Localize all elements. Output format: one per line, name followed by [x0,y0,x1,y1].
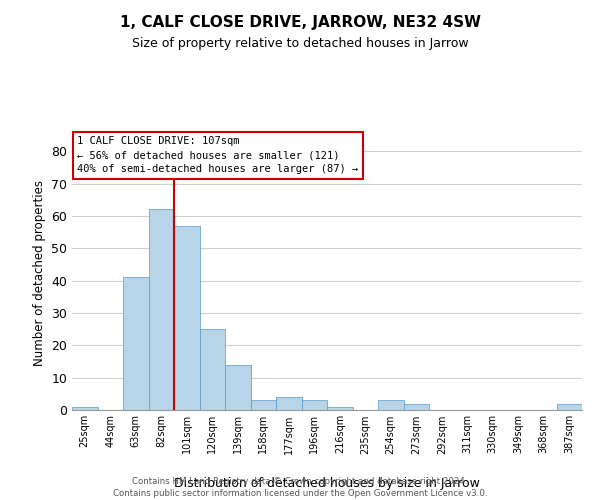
Bar [404,404,429,410]
Bar [276,397,302,410]
Text: 1 CALF CLOSE DRIVE: 107sqm
← 56% of detached houses are smaller (121)
40% of sem: 1 CALF CLOSE DRIVE: 107sqm ← 56% of deta… [77,136,358,174]
Text: Contains HM Land Registry data © Crown copyright and database right 2024.
Contai: Contains HM Land Registry data © Crown c… [113,476,487,498]
Text: Distribution of detached houses by size in Jarrow: Distribution of detached houses by size … [174,477,480,490]
Bar [378,400,404,410]
Y-axis label: Number of detached properties: Number of detached properties [32,180,46,366]
Bar [225,364,251,410]
Bar [327,407,353,410]
Text: Size of property relative to detached houses in Jarrow: Size of property relative to detached ho… [131,38,469,51]
Bar [557,404,582,410]
Bar [174,226,199,410]
Bar [123,278,149,410]
Bar [149,210,174,410]
Text: 1, CALF CLOSE DRIVE, JARROW, NE32 4SW: 1, CALF CLOSE DRIVE, JARROW, NE32 4SW [119,15,481,30]
Bar [251,400,276,410]
Bar [72,407,97,410]
Bar [199,329,225,410]
Bar [302,400,327,410]
